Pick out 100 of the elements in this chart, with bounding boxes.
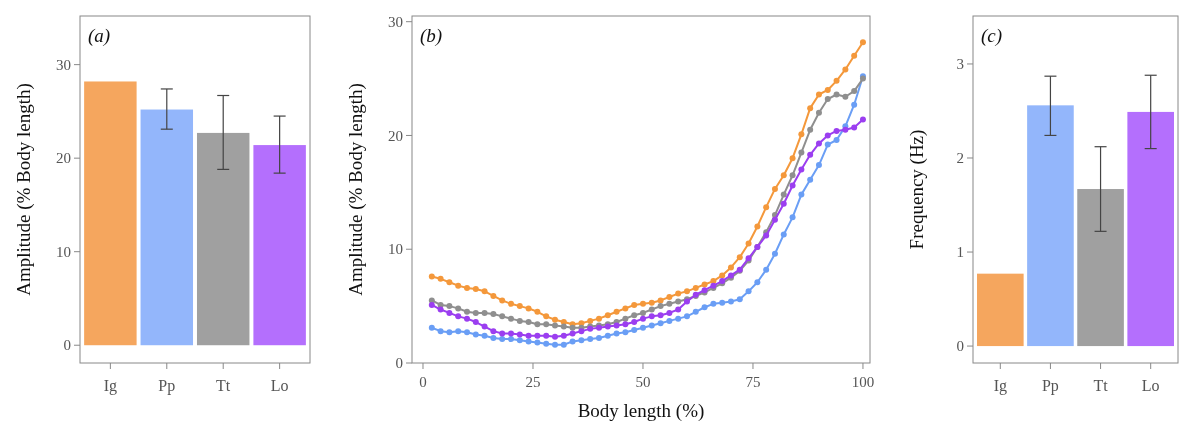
point [824,141,831,148]
point [455,313,462,320]
point [569,338,576,345]
point [657,303,664,310]
point [551,341,558,348]
point [789,182,796,189]
y-tick-label: 1 [956,244,964,261]
annotation: (c) [981,25,1003,47]
point [833,137,840,144]
bar [253,145,306,346]
point [683,288,690,295]
point [507,315,514,322]
point [701,304,708,311]
point [595,334,602,341]
point [472,319,479,326]
point [631,319,638,326]
point [657,297,664,304]
y-tick-label: 10 [56,243,71,260]
point [648,322,655,329]
point [622,305,629,312]
x-tick-label: Pp [1041,377,1059,395]
point [525,338,532,345]
point [807,176,814,183]
point [525,305,532,312]
point [481,323,488,330]
y-axis-title: Amplitude (% Body length) [345,83,367,296]
point [507,330,514,337]
point [551,322,558,329]
point [604,312,611,319]
point [587,317,594,324]
x-tick-label: Tt [216,377,231,394]
point [490,328,497,335]
point [481,288,488,295]
point [771,250,778,257]
point [657,320,664,327]
point [560,319,567,326]
point [622,321,629,328]
y-tick-label: 0 [956,338,964,355]
point [771,185,778,192]
point [464,329,470,336]
point [780,191,787,198]
point [666,317,673,324]
point [675,298,682,305]
x-tick-label: Ig [993,377,1007,395]
point [499,297,506,304]
point [560,323,567,330]
point [622,315,629,322]
point [657,312,664,319]
point [464,315,470,322]
point [631,327,638,334]
point [789,155,796,162]
point [428,273,435,280]
point [631,301,638,308]
point [481,309,488,316]
point [666,300,673,307]
point [859,116,866,123]
x-tick-label: Ig [103,377,118,395]
point [631,312,638,319]
point [763,204,770,211]
point [525,319,532,326]
point [464,284,470,291]
point [622,329,629,336]
point [833,77,840,84]
point [455,305,462,312]
point [851,52,858,59]
point [428,301,435,308]
y-tick-label: 20 [388,127,403,144]
y-tick-label: 30 [388,13,403,30]
point [824,96,831,103]
point [551,316,558,323]
x-tick-label: 75 [745,374,761,390]
x-tick-label: Tt [1093,377,1109,394]
point [851,88,858,95]
point [851,101,858,108]
point [455,328,462,335]
point [499,330,506,337]
point [569,330,576,337]
point [815,91,822,98]
point [675,306,682,313]
point [534,332,541,339]
point [754,279,761,286]
point [719,272,726,279]
point [639,324,646,331]
point [499,313,506,320]
point [648,313,655,320]
point [543,313,550,320]
point [560,341,567,348]
point [446,279,453,286]
point [472,309,479,316]
point [472,331,479,338]
x-tick-label: Lo [1141,377,1160,394]
point [446,329,453,336]
bar [1027,105,1074,347]
point [842,93,849,100]
point [719,299,726,306]
point [859,39,866,46]
point [428,324,435,331]
x-tick-label: Lo [270,377,289,394]
point [807,105,814,112]
point [727,264,734,271]
